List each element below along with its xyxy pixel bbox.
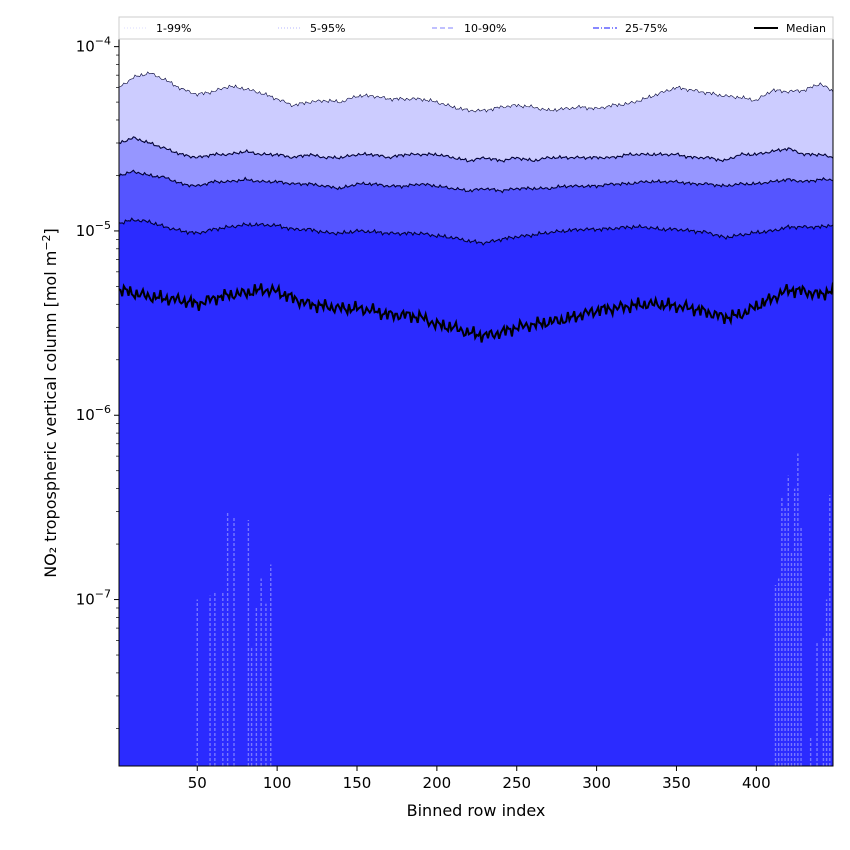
percentile-bands <box>119 71 833 766</box>
legend-label: 10-90% <box>464 22 506 35</box>
percentile-line-75th <box>119 217 833 246</box>
y-tick-label: 10−6 <box>76 403 111 424</box>
y-tick-label: 10−4 <box>76 35 111 56</box>
x-tick-label: 200 <box>423 774 452 792</box>
legend-label: 25-75% <box>625 22 667 35</box>
plot-area <box>119 39 833 766</box>
x-tick-label: 50 <box>188 774 207 792</box>
legend-label: 5-95% <box>310 22 345 35</box>
x-tick-label: 150 <box>343 774 372 792</box>
legend: 1-99% 5-95% 10-90% 25-75% Median <box>118 16 834 40</box>
x-axis-label: Binned row index <box>407 801 546 820</box>
percentile-line-90th <box>119 169 833 194</box>
x-tick-label: 300 <box>582 774 611 792</box>
lower-percentile-spikes <box>196 453 831 766</box>
percentile-line-95th <box>119 136 833 163</box>
x-tick-label: 400 <box>742 774 771 792</box>
legend-label: 1-99% <box>156 22 191 35</box>
y-tick-label: 10−5 <box>76 219 111 240</box>
x-tick-label: 100 <box>263 774 292 792</box>
legend-box <box>118 16 834 40</box>
median-line <box>119 282 833 343</box>
percentile-lines <box>119 71 833 343</box>
percentile-line-99th <box>119 71 833 113</box>
x-tick-label: 350 <box>662 774 691 792</box>
y-axis-label: NO₂ tropospheric vertical column [mol m−… <box>40 228 60 578</box>
y-tick-label: 10−7 <box>76 588 111 609</box>
band-1-99 <box>119 218 833 766</box>
y-axis: 10−7 10−6 10−5 10−4 <box>76 35 119 729</box>
x-axis: 50 100 150 200 250 300 350 400 <box>188 766 771 792</box>
x-tick-label: 250 <box>502 774 531 792</box>
legend-label: Median <box>786 22 826 35</box>
